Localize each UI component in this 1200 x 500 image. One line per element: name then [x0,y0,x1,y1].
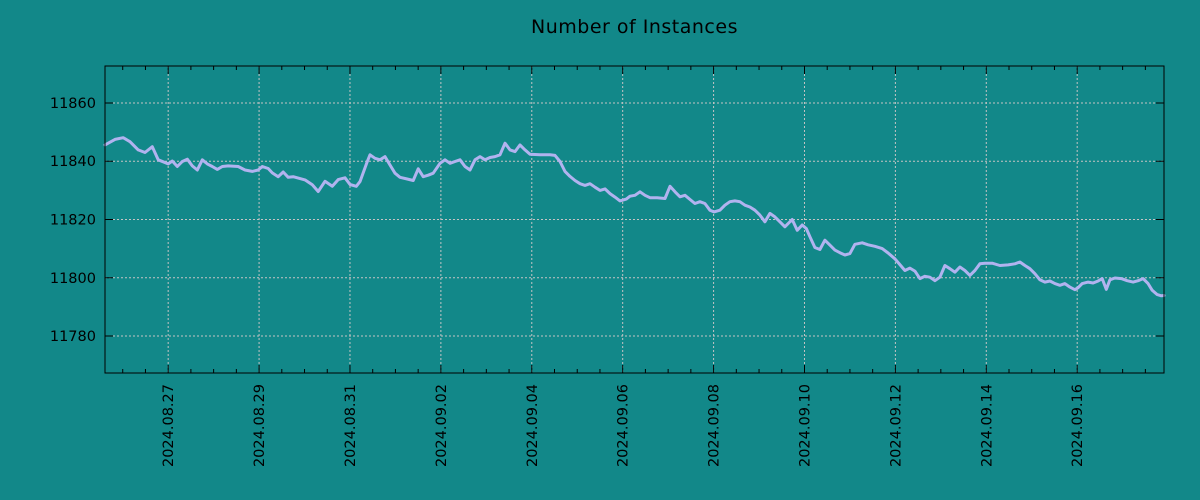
x-tick-label: 2024.08.29 [252,384,268,467]
x-tick-label: 2024.09.08 [707,384,723,467]
x-tick-label: 2024.09.14 [979,384,995,467]
y-tick-label: 11780 [50,329,96,345]
x-tick-label: 2024.09.02 [434,384,450,467]
x-tick-label: 2024.09.10 [797,384,813,467]
x-tick-label: 2024.09.12 [888,384,904,467]
x-tick-label: 2024.09.04 [525,384,541,467]
x-tick-label: 2024.08.27 [161,384,177,467]
y-tick-label: 11840 [50,154,96,170]
x-tick-label: 2024.09.06 [616,384,632,467]
x-tick-label: 2024.09.16 [1070,384,1086,467]
y-tick-label: 11820 [50,213,96,229]
chart-title: Number of Instances [531,16,738,38]
series-line [103,136,1166,298]
y-tick-label: 11860 [50,96,96,112]
x-tick-label: 2024.08.31 [343,384,359,467]
y-tick-label: 11800 [50,271,96,287]
